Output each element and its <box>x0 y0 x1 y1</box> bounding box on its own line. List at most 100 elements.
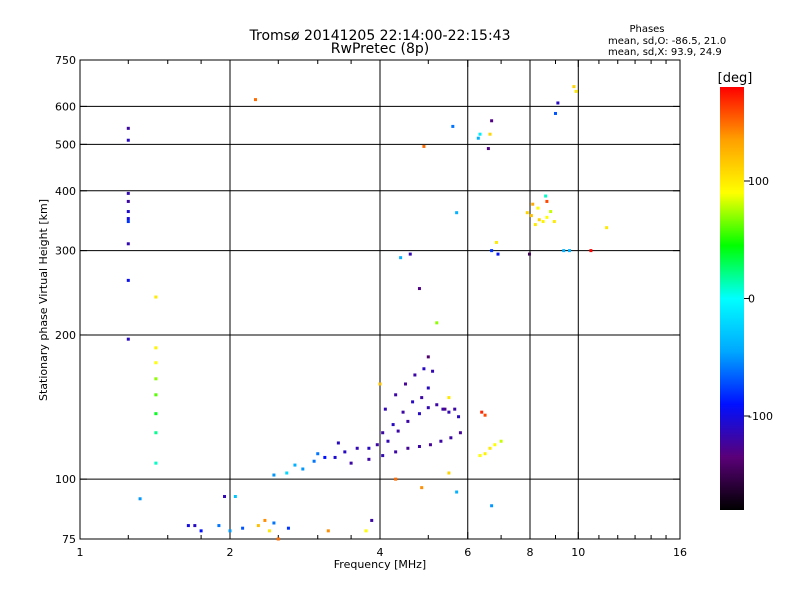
phase-stats-o: mean, sd,O: -86.5, 21.0 <box>608 36 726 47</box>
echo-point <box>186 524 190 528</box>
echo-point <box>367 457 371 461</box>
echo-point <box>567 249 571 253</box>
echo-point <box>447 471 451 475</box>
echo-point <box>457 415 461 419</box>
echo-point <box>386 439 390 443</box>
echo-point <box>276 537 280 541</box>
echo-point <box>486 147 490 151</box>
echo-point <box>420 486 424 490</box>
echo-point <box>126 220 130 224</box>
echo-point <box>490 119 494 123</box>
echo-point <box>199 529 203 533</box>
echo-point <box>391 423 395 427</box>
x-axis-label: Frequency [MHz] <box>334 558 426 571</box>
echo-point <box>552 220 556 224</box>
echo-point <box>499 439 503 443</box>
echo-point <box>426 386 430 390</box>
echo-point <box>154 346 158 350</box>
echo-point <box>394 477 398 481</box>
echo-point <box>193 524 197 528</box>
echo-point <box>478 132 482 136</box>
echo-point <box>126 126 130 130</box>
echo-point <box>545 199 549 203</box>
y-tick-label: 100 <box>55 473 76 486</box>
echo-point <box>399 256 403 260</box>
echo-point <box>154 377 158 381</box>
echo-point <box>488 446 492 450</box>
echo-point <box>126 191 130 195</box>
echo-point <box>533 223 537 227</box>
echo-point <box>383 407 387 411</box>
echo-point <box>406 446 410 450</box>
echo-point <box>455 490 459 494</box>
y-tick-label: 600 <box>55 100 76 113</box>
echo-point <box>126 199 130 203</box>
echo-point <box>422 367 426 371</box>
echo-point <box>605 226 609 230</box>
echo-point <box>285 471 289 475</box>
echo-point <box>378 382 382 386</box>
echo-point <box>536 206 540 210</box>
chart-subtitle: RwPretec (8p) <box>331 41 429 57</box>
echo-point <box>572 85 576 89</box>
colorbar-tick-label: 0 <box>748 293 755 306</box>
echo-point <box>458 431 462 435</box>
echo-point <box>126 138 130 142</box>
echo-point <box>545 215 549 219</box>
echo-point <box>496 252 500 256</box>
echo-point <box>333 455 337 459</box>
echo-point <box>286 526 290 530</box>
echo-point <box>451 124 455 128</box>
echo-point <box>217 524 221 528</box>
echo-point <box>490 504 494 508</box>
x-tick-label: 8 <box>527 546 534 559</box>
echo-point <box>154 461 158 465</box>
echo-point <box>413 373 417 377</box>
echo-point <box>527 252 531 256</box>
echo-point <box>323 455 327 459</box>
echo-point <box>480 410 484 414</box>
echo-point <box>483 413 487 417</box>
echo-point <box>267 529 271 533</box>
echo-point <box>364 529 368 533</box>
x-tick-label: 2 <box>227 546 234 559</box>
echo-point <box>447 396 451 400</box>
echo-point <box>443 407 447 411</box>
echo-point <box>553 111 557 115</box>
echo-point <box>375 443 379 447</box>
colorbar-tick-label: -100 <box>748 410 773 423</box>
echo-point <box>293 463 297 467</box>
x-tick-label: 4 <box>377 546 384 559</box>
echo-point <box>408 252 412 256</box>
echo-point <box>544 194 548 198</box>
echo-point <box>439 439 443 443</box>
echo-point <box>343 450 347 454</box>
echo-point <box>256 524 260 528</box>
echo-point <box>529 214 533 218</box>
colorbar-tick-label: 100 <box>748 175 769 188</box>
grid-lines <box>80 60 680 539</box>
echo-point <box>370 518 374 522</box>
echo-point <box>336 441 340 445</box>
echo-point <box>574 89 578 93</box>
echo-point <box>228 529 232 533</box>
y-tick-label: 400 <box>55 185 76 198</box>
echo-point <box>447 410 451 414</box>
echo-point <box>428 443 432 447</box>
echo-point <box>241 526 245 530</box>
echo-point <box>272 473 276 477</box>
echo-point <box>154 295 158 299</box>
y-axis-label: Stationary phase Virtual Height [km] <box>37 199 50 401</box>
echo-point <box>417 287 421 291</box>
echo-point <box>562 249 566 253</box>
echo-point <box>403 382 407 386</box>
echo-point <box>396 429 400 433</box>
echo-point <box>126 337 130 341</box>
echo-point <box>316 452 320 456</box>
phase-header: Phases <box>629 24 664 35</box>
echo-point <box>263 518 267 522</box>
phase-stats-x: mean, sd,X: 93.9, 24.9 <box>608 47 722 58</box>
echo-point <box>381 431 385 435</box>
colorbar-ticks: 100 0 -100 <box>744 175 773 423</box>
